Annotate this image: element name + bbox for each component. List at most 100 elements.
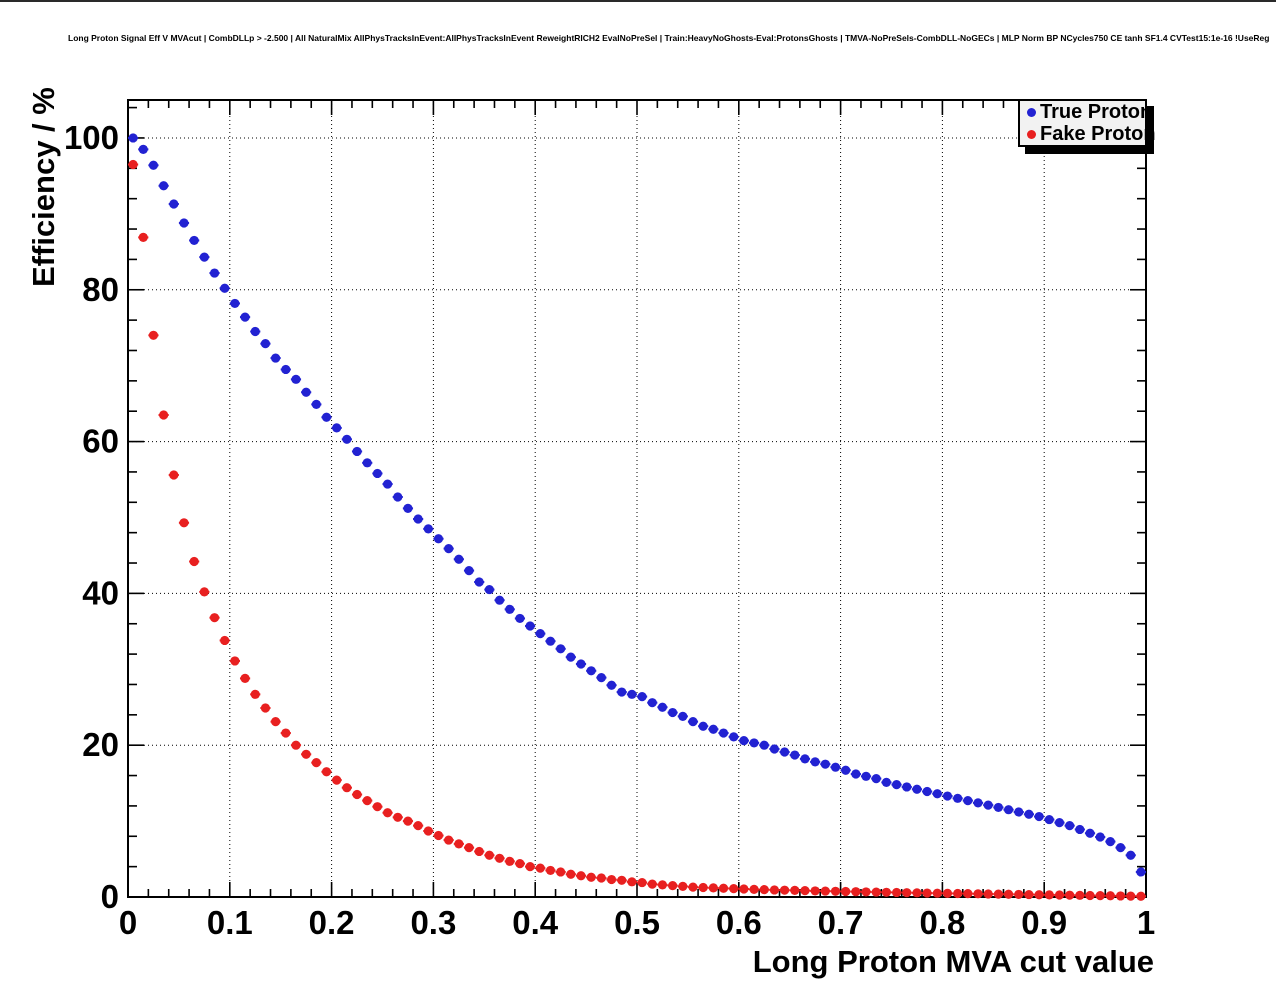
x-tick-label: 0.1	[207, 904, 253, 941]
data-point	[148, 160, 159, 170]
data-point	[301, 387, 311, 397]
data-point	[454, 554, 464, 564]
x-tick-label: 0.3	[410, 904, 456, 941]
data-point	[1095, 832, 1105, 842]
data-point	[1105, 836, 1115, 847]
data-point	[291, 740, 301, 750]
data-point	[484, 584, 494, 595]
x-axis-title: Long Proton MVA cut value	[752, 944, 1154, 979]
data-point	[1115, 843, 1126, 853]
data-point	[382, 808, 393, 818]
data-point	[586, 872, 596, 882]
data-point	[851, 887, 861, 897]
data-point	[342, 434, 352, 444]
data-point	[545, 865, 556, 876]
data-point	[250, 689, 260, 699]
data-point	[1105, 891, 1115, 901]
data-point	[729, 884, 739, 894]
data-point	[739, 884, 749, 894]
data-point	[240, 312, 250, 322]
data-point	[780, 747, 790, 757]
data-point	[922, 888, 932, 898]
y-tick-label: 20	[82, 726, 119, 763]
data-point	[1126, 891, 1136, 901]
true-proton-marker-icon	[1027, 107, 1036, 117]
data-point	[759, 740, 769, 750]
data-point	[423, 524, 433, 534]
data-point	[912, 888, 922, 898]
data-point	[535, 863, 545, 873]
data-point	[1024, 809, 1034, 819]
data-point	[362, 458, 372, 468]
data-point	[230, 656, 240, 666]
data-point	[525, 621, 535, 631]
x-tick-label: 0.6	[716, 904, 762, 941]
data-point	[260, 703, 271, 713]
legend-label-fake-proton: Fake Proton	[1040, 123, 1156, 145]
data-point	[1014, 889, 1024, 900]
y-axis-title: Efficiency / %	[26, 87, 61, 287]
data-point	[474, 846, 484, 857]
data-point	[230, 298, 240, 309]
data-point	[1034, 811, 1044, 822]
x-tick-label: 0.2	[309, 904, 355, 941]
data-point	[627, 877, 637, 887]
data-point	[708, 883, 718, 893]
legend-entry-fake-proton: Fake Proton	[1020, 123, 1156, 145]
data-point	[515, 859, 525, 869]
data-point	[1003, 805, 1014, 815]
data-point	[1044, 890, 1054, 900]
data-point	[454, 839, 464, 849]
data-point	[1065, 890, 1075, 900]
data-point	[545, 636, 556, 646]
x-tick-label: 0.5	[614, 904, 660, 941]
data-point	[505, 604, 515, 614]
legend-entry-true-proton: True Proton	[1020, 101, 1152, 123]
data-point	[1075, 890, 1085, 900]
data-point	[1014, 807, 1024, 817]
data-point	[647, 698, 657, 708]
data-point	[861, 887, 871, 897]
data-point	[311, 399, 321, 409]
data-point	[403, 503, 413, 513]
plot-area	[128, 100, 1146, 897]
data-point	[362, 796, 372, 806]
data-point	[494, 853, 505, 863]
data-point	[494, 595, 505, 605]
data-point	[749, 884, 759, 895]
data-point	[810, 886, 820, 896]
data-point	[138, 144, 148, 154]
data-point	[891, 780, 902, 790]
data-point	[871, 887, 881, 897]
data-point	[138, 232, 148, 242]
data-point	[1034, 890, 1044, 900]
fake-proton-series	[128, 159, 1146, 901]
data-point	[179, 518, 189, 528]
data-point	[596, 673, 606, 683]
fake-proton-marker-icon	[1027, 129, 1036, 139]
x-tick-label: 0	[119, 904, 137, 941]
data-point	[464, 843, 474, 853]
x-tick-label: 0.4	[512, 904, 559, 941]
data-point	[657, 880, 668, 890]
data-point	[311, 758, 321, 768]
data-point	[301, 749, 311, 759]
data-point	[688, 717, 698, 727]
data-point	[1115, 891, 1126, 901]
data-point	[790, 750, 800, 760]
data-point	[769, 744, 780, 754]
data-point	[566, 652, 576, 662]
data-point	[668, 707, 678, 718]
legend-label-true-proton: True Proton	[1040, 101, 1153, 123]
data-point	[321, 412, 332, 422]
data-point	[556, 867, 566, 877]
data-point	[250, 326, 260, 337]
data-point	[932, 789, 942, 799]
data-point	[739, 736, 749, 746]
data-point	[668, 881, 678, 891]
data-point	[576, 659, 586, 669]
data-point	[953, 793, 963, 803]
data-point	[851, 769, 861, 779]
data-point	[841, 886, 851, 897]
